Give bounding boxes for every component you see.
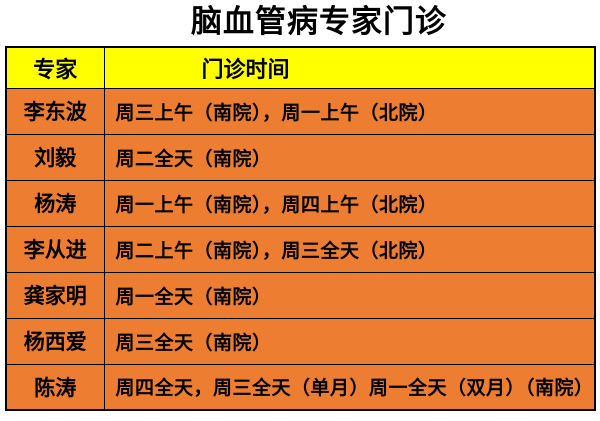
expert-name-cell: 李东波	[5, 87, 105, 135]
table-row: 杨西爱 周三全天（南院）	[5, 317, 596, 365]
column-header-clinic-time: 门诊时间	[103, 46, 596, 89]
expert-name-cell: 龚家明	[5, 271, 105, 319]
table-row: 李东波 周三上午（南院），周一上午（北院）	[5, 87, 596, 135]
column-header-expert: 专家	[5, 46, 105, 89]
expert-name-cell: 陈涛	[5, 363, 105, 411]
clinic-time-cell: 周三全天（南院）	[103, 317, 596, 365]
clinic-time-cell: 周一上午（南院），周四上午（北院）	[103, 179, 596, 227]
clinic-time-cell: 周四全天，周三全天（单月）周一全天（双月）（南院）	[103, 363, 596, 411]
expert-name-cell: 杨西爱	[5, 317, 105, 365]
clinic-schedule-table: 专家 门诊时间 李东波 周三上午（南院），周一上午（北院） 刘毅 周二全天（南院…	[5, 46, 596, 411]
clinic-time-cell: 周二全天（南院）	[103, 133, 596, 181]
table-row: 陈涛 周四全天，周三全天（单月）周一全天（双月）（南院）	[5, 363, 596, 411]
table-row: 刘毅 周二全天（南院）	[5, 133, 596, 181]
table-row: 李从进 周二上午（南院），周三全天（北院）	[5, 225, 596, 273]
page-title: 脑血管病专家门诊	[191, 4, 447, 39]
table-header-row: 专家 门诊时间	[5, 46, 596, 89]
expert-name-cell: 刘毅	[5, 133, 105, 181]
clinic-time-cell: 周二上午（南院），周三全天（北院）	[103, 225, 596, 273]
expert-name-cell: 李从进	[5, 225, 105, 273]
table-row: 龚家明 周一全天（南院）	[5, 271, 596, 319]
clinic-time-cell: 周一全天（南院）	[103, 271, 596, 319]
table-row: 杨涛 周一上午（南院），周四上午（北院）	[5, 179, 596, 227]
expert-name-cell: 杨涛	[5, 179, 105, 227]
clinic-time-cell: 周三上午（南院），周一上午（北院）	[103, 87, 596, 135]
